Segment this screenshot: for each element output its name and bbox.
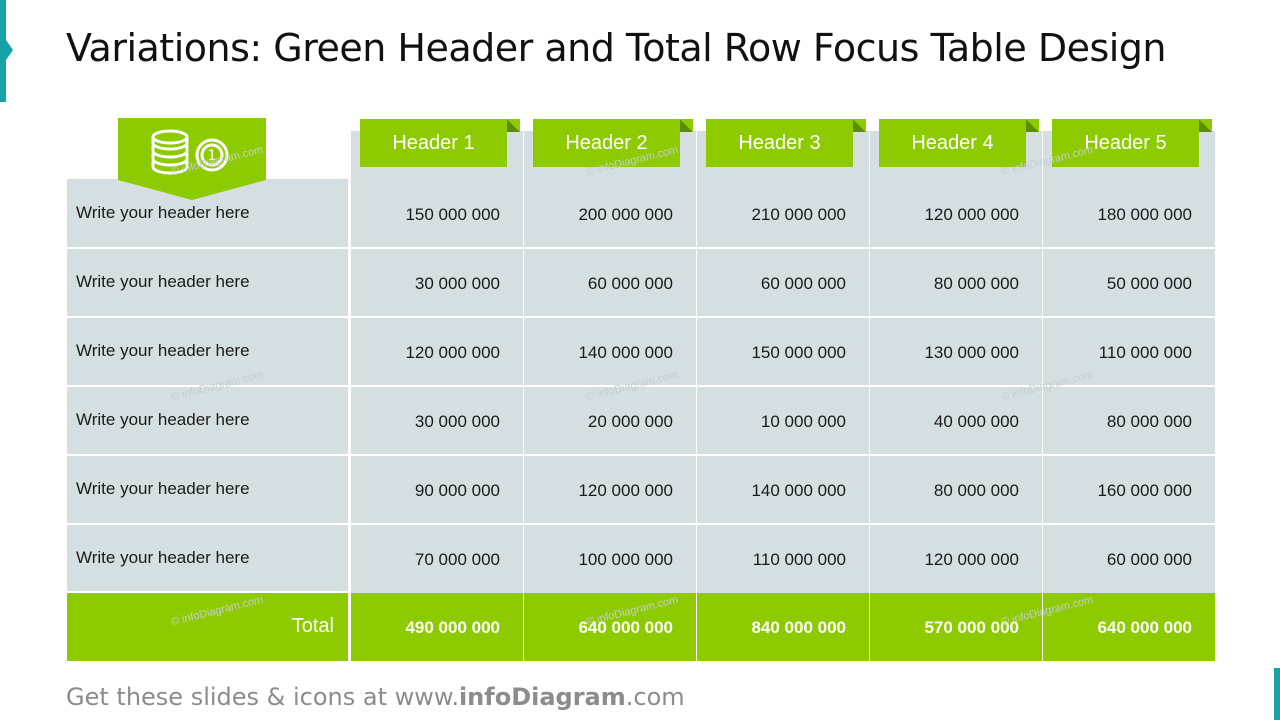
table-cell-value: 30 000 000 <box>414 412 500 431</box>
header-fold-fill <box>1199 119 1212 132</box>
table-cell-value: 140 000 000 <box>751 481 846 500</box>
total-row-value: 570 000 000 <box>924 618 1019 637</box>
column-header-tab: Header 2 <box>533 119 680 167</box>
footer-prefix: Get these slides & icons at www. <box>66 683 459 711</box>
column-header-tab: Header 5 <box>1052 119 1199 167</box>
row-separator <box>67 247 1215 249</box>
column-header-tab: Header 1 <box>360 119 507 167</box>
table-cell-value: 60 000 000 <box>760 274 846 293</box>
column-background <box>351 131 523 593</box>
table-cell-value: 60 000 000 <box>587 274 673 293</box>
icon-banner-tail <box>118 180 266 200</box>
total-value-cell <box>351 593 523 661</box>
total-row-value: 490 000 000 <box>405 618 500 637</box>
total-value-cell <box>870 593 1042 661</box>
column-header-tab: Header 3 <box>706 119 853 167</box>
table-cell-value: 80 000 000 <box>1106 412 1192 431</box>
total-row-value: 640 000 000 <box>578 618 673 637</box>
table-cell-value: 120 000 000 <box>924 205 1019 224</box>
table-cell-value: 200 000 000 <box>578 205 673 224</box>
row-label: Write your header here <box>76 203 250 222</box>
header-fold-fill <box>680 119 693 132</box>
table-cell-value: 120 000 000 <box>578 481 673 500</box>
table-cell-value: 30 000 000 <box>414 274 500 293</box>
table-cell-value: 70 000 000 <box>414 550 500 569</box>
table-cell-value: 140 000 000 <box>578 343 673 362</box>
table-cell-value: 150 000 000 <box>405 205 500 224</box>
total-value-cell <box>697 593 869 661</box>
table-cell-value: 90 000 000 <box>414 481 500 500</box>
total-row-label: Total <box>291 615 334 637</box>
left-edge-accent <box>0 0 13 102</box>
total-row-value: 840 000 000 <box>751 618 846 637</box>
table-cell-value: 120 000 000 <box>405 343 500 362</box>
table-cell-value: 110 000 000 <box>1098 343 1192 362</box>
total-label-cell <box>67 593 348 661</box>
column-background <box>524 131 696 593</box>
table-cell-value: 120 000 000 <box>924 550 1019 569</box>
table-cell-value: 20 000 000 <box>587 412 673 431</box>
table-cell-value: 160 000 000 <box>1097 481 1192 500</box>
header-fold-fill <box>853 119 866 132</box>
footer-suffix: .com <box>625 683 685 711</box>
slide-title: Variations: Green Header and Total Row F… <box>66 26 1167 70</box>
total-value-cell <box>524 593 696 661</box>
column-header-tab: Header 4 <box>879 119 1026 167</box>
total-value-cell <box>1043 593 1215 661</box>
table-cell-value: 10 000 000 <box>760 412 846 431</box>
column-background <box>870 131 1042 593</box>
table-cell-value: 60 000 000 <box>1106 550 1192 569</box>
table-cell-value: 40 000 000 <box>933 412 1019 431</box>
svg-text:1: 1 <box>208 148 217 164</box>
table-cell-value: 80 000 000 <box>933 481 1019 500</box>
header-fold-fill <box>507 119 520 132</box>
column-background <box>697 131 869 593</box>
row-separator <box>67 385 1215 387</box>
row-label: Write your header here <box>76 479 250 498</box>
table-cell-value: 50 000 000 <box>1106 274 1192 293</box>
header-fold-fill <box>1026 119 1039 132</box>
row-label: Write your header here <box>76 410 250 429</box>
table-cell-value: 80 000 000 <box>933 274 1019 293</box>
footer-brand: infoDiagram <box>458 683 626 711</box>
coins-stack-icon: 1 <box>151 129 229 175</box>
table-cell-value: 210 000 000 <box>751 205 846 224</box>
row-label: Write your header here <box>76 548 250 567</box>
column-background <box>1043 131 1215 593</box>
row-label: Write your header here <box>76 341 250 360</box>
icon-banner <box>118 118 266 180</box>
table-cell-value: 100 000 000 <box>578 550 673 569</box>
table-cell-value: 180 000 000 <box>1097 205 1192 224</box>
table-cell-value: 150 000 000 <box>751 343 846 362</box>
row-label: Write your header here <box>76 272 250 291</box>
row-separator <box>67 316 1215 318</box>
table-cell-value: 130 000 000 <box>924 343 1019 362</box>
table-cell-value: 110 000 000 <box>752 550 846 569</box>
footer-credit: Get these slides & icons at www.infoDiag… <box>66 683 685 711</box>
total-row-value: 640 000 000 <box>1097 618 1192 637</box>
row-separator <box>67 454 1215 456</box>
row-separator <box>67 523 1215 525</box>
right-edge-accent <box>1274 668 1280 720</box>
